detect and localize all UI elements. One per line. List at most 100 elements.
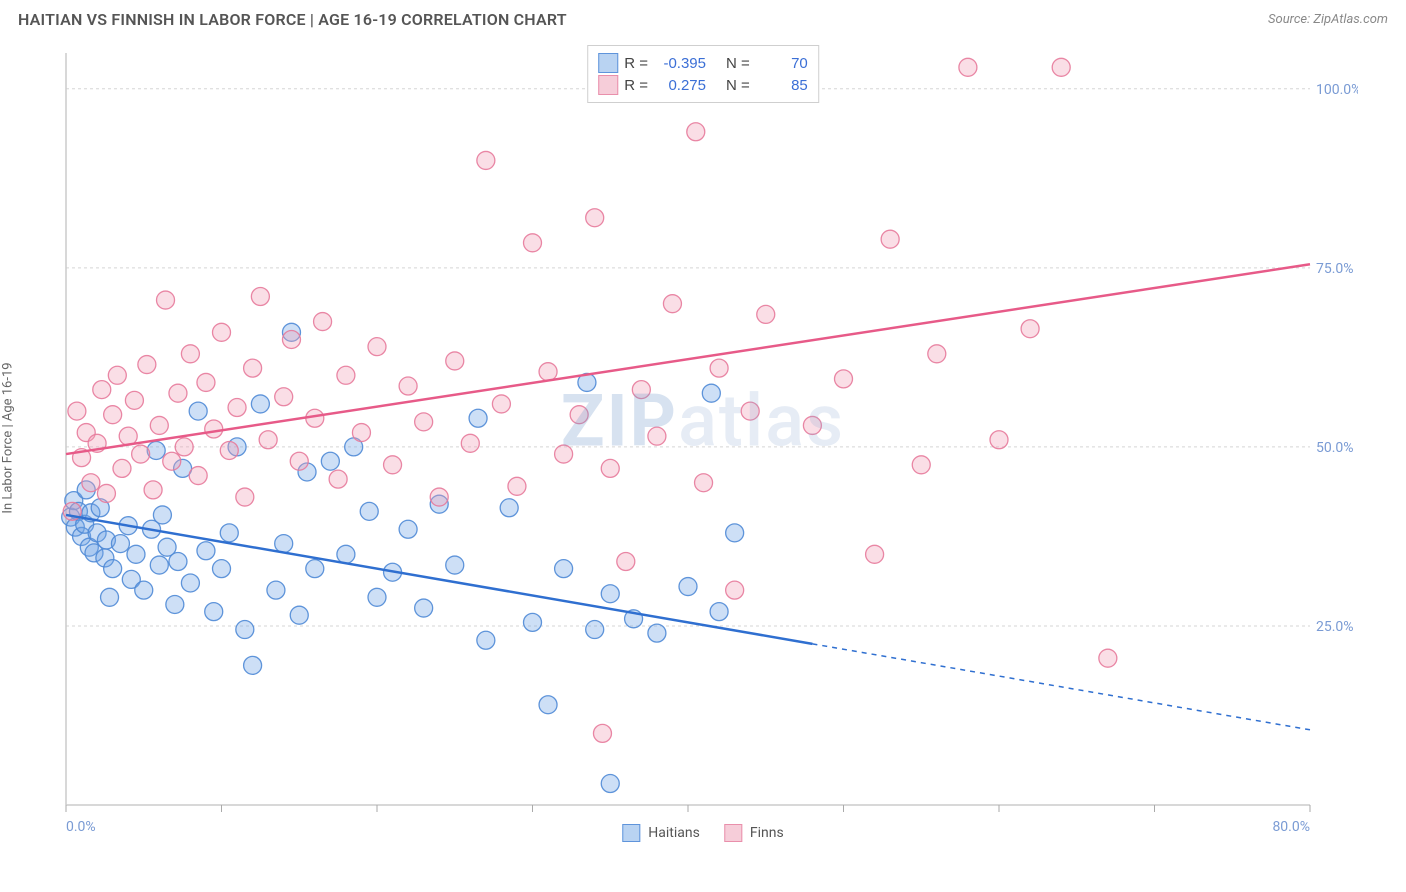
stats-box: R = -0.395 N = 70 R = 0.275 N = 85 — [587, 45, 819, 103]
scatter-point — [524, 613, 542, 631]
stat-n-label: N = — [726, 77, 750, 94]
scatter-point — [329, 470, 347, 488]
scatter-point — [220, 441, 238, 459]
scatter-point — [1021, 320, 1039, 338]
source-label: Source: ZipAtlas.com — [1268, 12, 1388, 27]
legend-label: Finns — [750, 825, 784, 841]
scatter-point — [399, 377, 417, 395]
scatter-chart: 25.0% 50.0% 75.0% 100.0% 0.0% 80.0% — [18, 35, 1358, 840]
scatter-point — [275, 388, 293, 406]
scatter-point — [337, 366, 355, 384]
chart-container: In Labor Force | Age 16-19 ZIPatlas 25.0… — [18, 35, 1388, 840]
stat-n-label: N = — [726, 55, 750, 72]
scatter-point — [321, 452, 339, 470]
scatter-point — [150, 416, 168, 434]
legend-label: Haitians — [648, 825, 700, 841]
y-tick-label: 25.0% — [1316, 619, 1354, 635]
scatter-point — [757, 305, 775, 323]
stat-n-value: 70 — [756, 55, 808, 72]
scatter-point — [197, 373, 215, 391]
scatter-point — [135, 581, 153, 599]
scatter-point — [189, 402, 207, 420]
scatter-point — [648, 427, 666, 445]
scatter-point — [127, 545, 145, 563]
scatter-point — [803, 416, 821, 434]
scatter-point — [601, 585, 619, 603]
scatter-point — [663, 295, 681, 313]
scatter-point — [492, 395, 510, 413]
scatter-point — [570, 406, 588, 424]
scatter-point — [236, 621, 254, 639]
scatter-point — [82, 474, 100, 492]
scatter-point — [687, 123, 705, 141]
scatter-point — [175, 438, 193, 456]
stat-r-value: -0.395 — [654, 55, 706, 72]
scatter-point — [113, 459, 131, 477]
scatter-point — [213, 560, 231, 578]
scatter-point — [679, 578, 697, 596]
legend-item: Finns — [724, 824, 784, 842]
scatter-point — [726, 524, 744, 542]
scatter-point — [617, 552, 635, 570]
scatter-point — [163, 452, 181, 470]
scatter-point — [835, 370, 853, 388]
scatter-point — [275, 535, 293, 553]
scatter-point — [314, 313, 332, 331]
y-tick-label: 100.0% — [1316, 82, 1358, 98]
scatter-point — [710, 359, 728, 377]
scatter-point — [306, 560, 324, 578]
scatter-point — [695, 474, 713, 492]
scatter-point — [244, 359, 262, 377]
scatter-point — [108, 366, 126, 384]
scatter-point — [132, 445, 150, 463]
scatter-point — [68, 402, 86, 420]
scatter-point — [593, 724, 611, 742]
stats-row: R = -0.395 N = 70 — [598, 52, 808, 74]
scatter-point — [205, 420, 223, 438]
scatter-point — [741, 402, 759, 420]
scatter-point — [93, 381, 111, 399]
scatter-point — [415, 599, 433, 617]
scatter-point — [928, 345, 946, 363]
y-axis-label: In Labor Force | Age 16-19 — [1, 362, 16, 513]
stat-r-value: 0.275 — [654, 77, 706, 94]
scatter-point — [477, 631, 495, 649]
x-tick-label: 0.0% — [66, 819, 96, 835]
chart-title: HAITIAN VS FINNISH IN LABOR FORCE | AGE … — [18, 10, 567, 29]
scatter-point — [197, 542, 215, 560]
scatter-point — [632, 381, 650, 399]
y-tick-label: 50.0% — [1316, 440, 1354, 456]
scatter-point — [104, 560, 122, 578]
scatter-point — [500, 499, 518, 517]
scatter-point — [726, 581, 744, 599]
scatter-point — [959, 58, 977, 76]
scatter-point — [169, 384, 187, 402]
scatter-point — [508, 477, 526, 495]
scatter-point — [430, 488, 448, 506]
scatter-point — [601, 775, 619, 793]
scatter-point — [702, 384, 720, 402]
legend-swatch — [598, 75, 618, 95]
stat-r-label: R = — [624, 77, 648, 94]
scatter-point — [290, 452, 308, 470]
y-tick-label: 75.0% — [1316, 261, 1354, 277]
scatter-point — [866, 545, 884, 563]
scatter-point — [189, 467, 207, 485]
scatter-point — [524, 234, 542, 252]
scatter-point — [555, 560, 573, 578]
scatter-point — [352, 424, 370, 442]
scatter-point — [555, 445, 573, 463]
scatter-point — [337, 545, 355, 563]
scatter-point — [710, 603, 728, 621]
scatter-point — [469, 409, 487, 427]
scatter-point — [267, 581, 285, 599]
x-tick-label: 80.0% — [1272, 819, 1310, 835]
stat-n-value: 85 — [756, 77, 808, 94]
stat-r-label: R = — [624, 55, 648, 72]
scatter-point — [244, 656, 262, 674]
scatter-point — [166, 595, 184, 613]
scatter-point — [477, 151, 495, 169]
scatter-point — [1052, 58, 1070, 76]
scatter-point — [446, 352, 464, 370]
legend-swatch — [724, 824, 742, 842]
